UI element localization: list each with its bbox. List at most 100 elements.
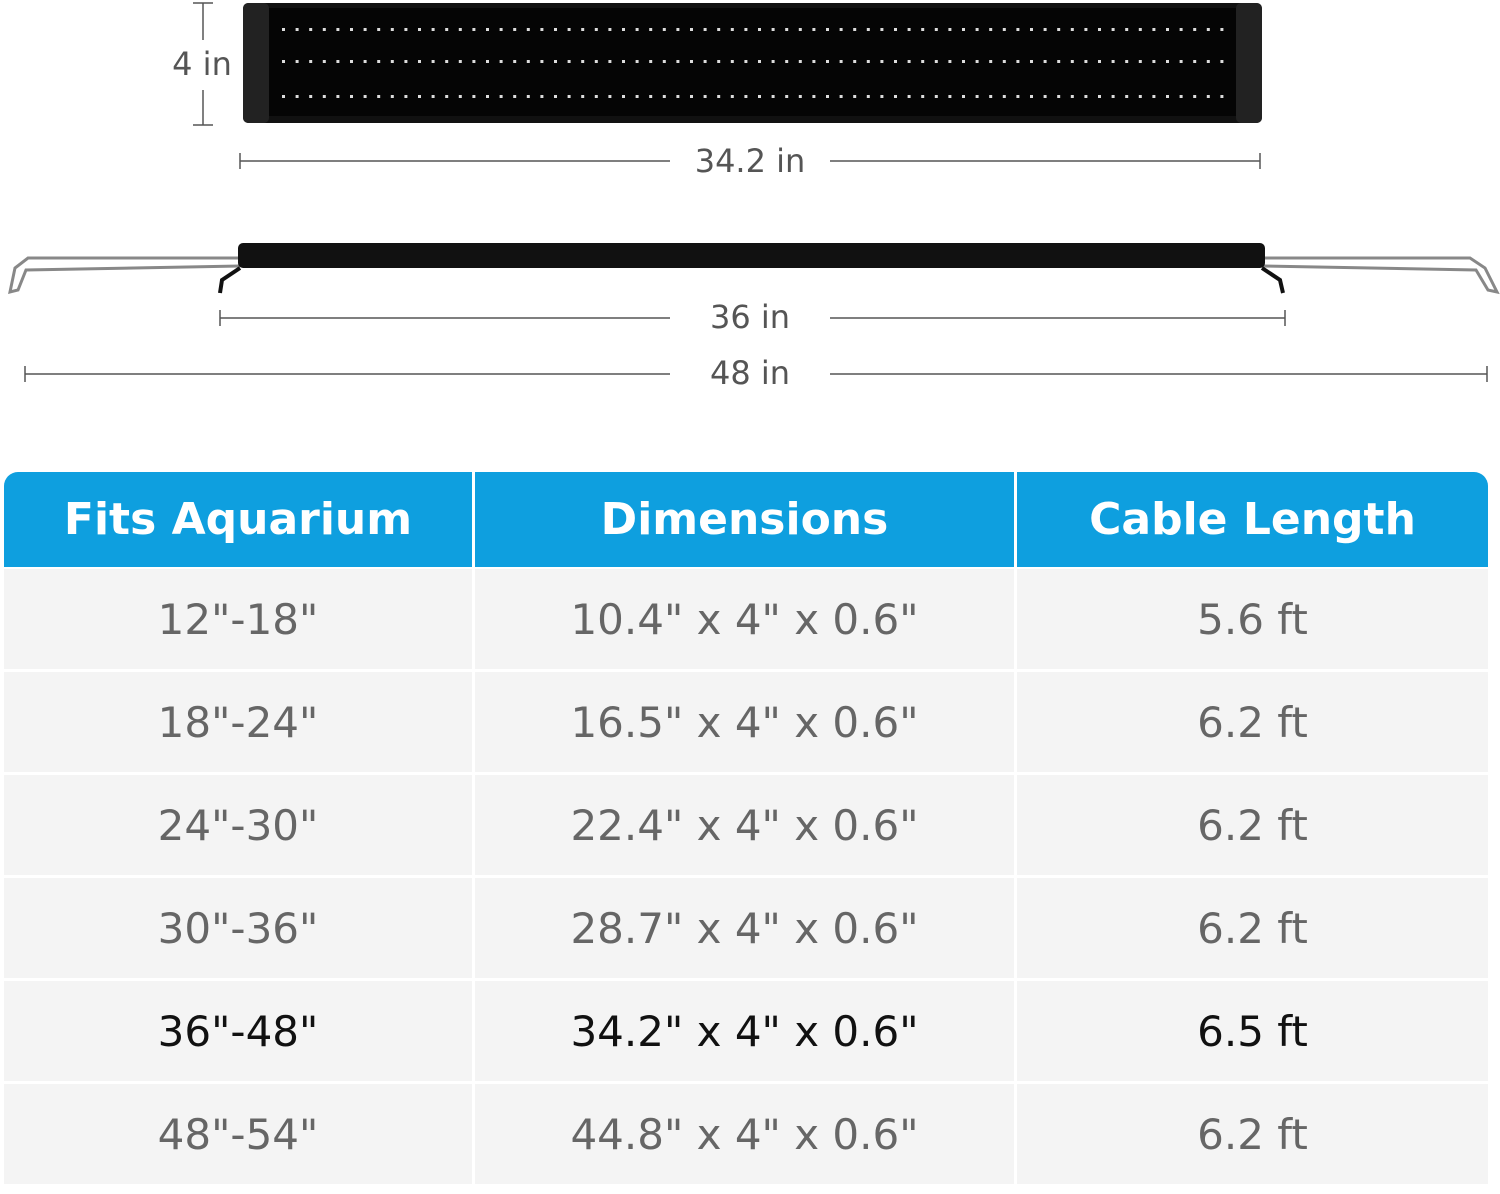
led [730,28,734,31]
led [758,95,761,98]
led [594,60,598,63]
led [295,95,299,98]
led [1111,95,1115,98]
led [418,95,421,98]
led [826,95,829,98]
led [839,95,843,98]
led [554,60,557,63]
led [486,95,489,98]
led [948,60,952,63]
min-length-label: 36 in [710,298,790,336]
table-row: 24"-30" 22.4" x 4" x 0.6" 6.2 ft [4,775,1488,875]
led [513,95,517,98]
led [581,60,585,63]
led [1166,28,1169,31]
led [1098,95,1101,98]
led [1152,28,1156,31]
led [1002,28,1006,31]
table-cell: 24"-30" [4,775,472,875]
led [363,28,367,31]
bar-length-dimension [239,153,1261,169]
led [540,95,544,98]
led [894,28,897,31]
led [1152,95,1156,98]
led [880,60,884,63]
led [744,28,748,31]
max-length-label: 48 in [710,354,790,392]
header-row: Fits Aquarium Dimensions Cable Length [4,472,1488,567]
led [1016,28,1020,31]
led [948,95,952,98]
led [418,28,421,31]
led [1152,60,1156,63]
led [1084,28,1088,31]
led [690,95,693,98]
led [622,28,625,31]
led [934,95,938,98]
led [1206,28,1210,31]
led [1043,95,1047,98]
led [350,95,353,98]
led [350,60,353,63]
bar-length-label: 34.2 in [695,142,806,180]
led [1030,95,1033,98]
height-dimension [193,2,213,126]
led [744,95,748,98]
led [758,28,761,31]
led [608,95,612,98]
led [472,60,476,63]
led [1193,95,1197,98]
led [771,60,775,63]
header-cell: Cable Length [1017,472,1488,567]
led [649,95,653,98]
table-cell: 16.5" x 4" x 0.6" [475,672,1014,772]
led [390,28,394,31]
led [866,60,870,63]
led [431,60,435,63]
led [907,28,911,31]
led [975,60,979,63]
led [377,95,381,98]
led [499,95,503,98]
led [1070,60,1074,63]
height-label: 4 in [172,45,232,83]
led [812,28,816,31]
table-row: 48"-54" 44.8" x 4" x 0.6" 6.2 ft [4,1084,1488,1184]
led [798,28,802,31]
table-cell: 6.2 ft [1017,775,1488,875]
table-cell: 6.5 ft [1017,981,1488,1081]
led [744,60,748,63]
led [989,95,993,98]
light-front [243,3,1262,123]
led [866,28,870,31]
led [526,28,530,31]
led [907,60,911,63]
led [540,28,544,31]
led [363,95,367,98]
led [1030,60,1033,63]
led [975,28,979,31]
led [894,95,897,98]
led [703,95,707,98]
led [554,28,557,31]
led [1057,28,1061,31]
led [554,95,557,98]
led [635,28,639,31]
led [1220,28,1224,31]
led [703,28,707,31]
table-cell: 6.2 ft [1017,1084,1488,1184]
led [1098,28,1101,31]
led [1002,95,1006,98]
light-side [8,243,1500,295]
led [1220,95,1224,98]
led [826,60,829,63]
table-cell: 12"-18" [4,569,472,669]
led [1125,28,1129,31]
max-length-dimension [24,366,1488,382]
led [594,28,598,31]
led [390,95,394,98]
led [635,60,639,63]
led [350,28,353,31]
led [282,95,285,98]
led [635,95,639,98]
